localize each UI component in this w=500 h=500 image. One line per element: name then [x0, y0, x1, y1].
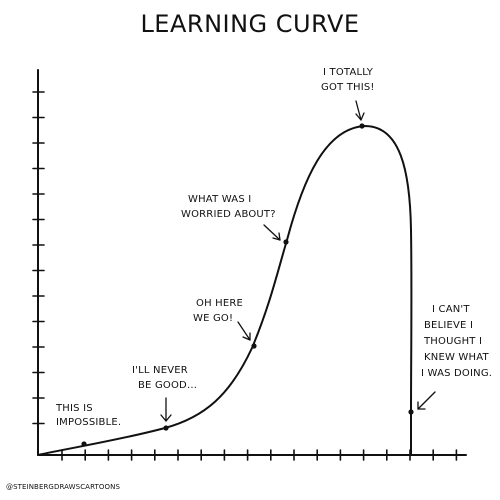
annotation-line: BELIEVE I — [424, 320, 473, 331]
arrow-got-this — [355, 100, 365, 121]
curve-points — [81, 123, 414, 447]
annotation-cant-believe: I CAN'T BELIEVE I THOUGHT I KNEW WHAT I … — [421, 304, 492, 379]
y-axis-ticks — [32, 91, 45, 425]
annotations: THIS IS IMPOSSIBLE. I'LL NEVER BE GOOD..… — [55, 67, 492, 428]
annotation-never-good: I'LL NEVER BE GOOD... — [132, 365, 197, 391]
annotation-arrows — [160, 100, 436, 422]
point-cant-believe — [408, 409, 414, 415]
annotation-impossible: THIS IS IMPOSSIBLE. — [55, 403, 121, 428]
point-never-good — [163, 425, 169, 431]
arrow-worried — [263, 224, 281, 241]
point-impossible — [81, 441, 87, 447]
annotation-line: WHAT WAS I — [188, 194, 251, 205]
annotation-line: KNEW WHAT — [424, 352, 489, 363]
annotation-line: WE GO! — [193, 313, 233, 324]
arrow-never-good — [160, 397, 172, 422]
annotation-line: I TOTALLY — [323, 67, 374, 78]
arrow-cant-believe — [417, 391, 436, 410]
axes — [32, 69, 467, 461]
annotation-line: I CAN'T — [432, 304, 470, 315]
annotation-line: I'LL NEVER — [132, 365, 188, 376]
cartoon-title: LEARNING CURVE — [140, 10, 359, 38]
annotation-line: THOUGHT I — [423, 336, 482, 347]
annotation-line: THIS IS — [55, 403, 93, 414]
point-got-this — [359, 123, 365, 129]
arrow-here-we-go — [237, 321, 251, 341]
annotation-line: IMPOSSIBLE. — [56, 417, 121, 428]
annotation-line: WORRIED ABOUT? — [181, 209, 276, 220]
x-axis-ticks — [61, 449, 458, 461]
point-here-we-go — [251, 343, 257, 349]
artist-credit: @STEINBERGDRAWSCARTOONS — [6, 483, 120, 491]
annotation-line: OH HERE — [196, 298, 243, 309]
annotation-got-this: I TOTALLY GOT THIS! — [321, 67, 376, 93]
annotation-line: GOT THIS! — [321, 82, 375, 93]
annotation-here-we-go: OH HERE WE GO! — [193, 298, 246, 324]
annotation-worried: WHAT WAS I WORRIED ABOUT? — [181, 194, 276, 220]
annotation-line: BE GOOD... — [138, 380, 197, 391]
point-worried — [283, 239, 289, 245]
annotation-line: I WAS DOING. — [421, 368, 492, 379]
